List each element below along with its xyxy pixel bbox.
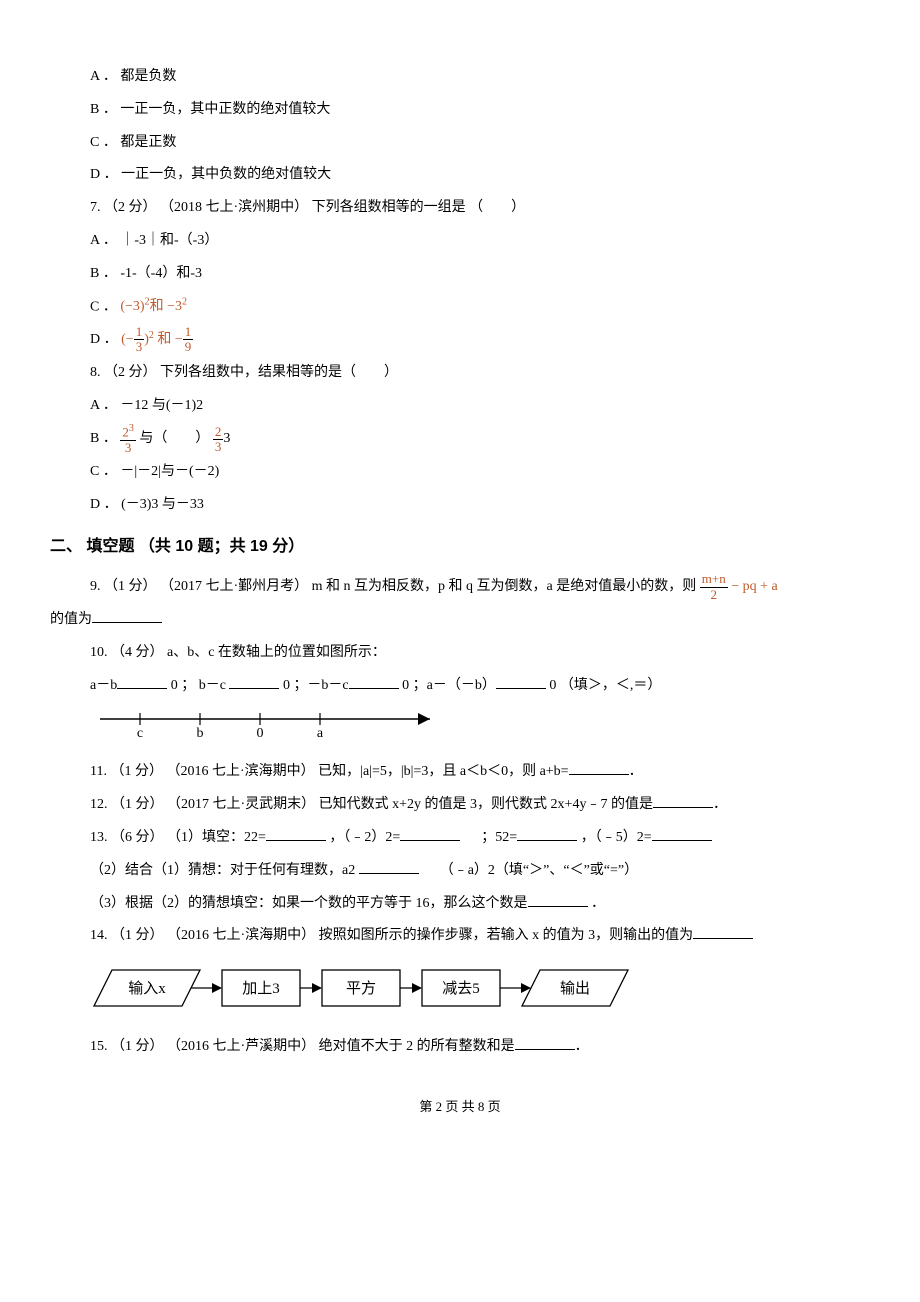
q9-post: − pq + a — [728, 579, 778, 594]
svg-text:输出: 输出 — [560, 980, 590, 997]
q6-choice-c: C ． 都是正数 — [50, 128, 870, 159]
q7-choice-a: A ． ｜-3｜和-（-3） — [50, 226, 870, 257]
q7c-mid: 和 −3 — [150, 299, 182, 314]
q13-blank4[interactable] — [652, 826, 712, 841]
q9-expr: m+n2 − pq + a — [700, 579, 778, 594]
q10-blank1[interactable] — [117, 674, 167, 689]
q13-c2: ． — [591, 896, 605, 911]
q14: 14. （1 分） （2016 七上·滨海期中） 按照如图所示的操作步骤，若输入… — [50, 921, 870, 952]
q13-b1: （2）结合（1）猜想：对于任何有理数，a2 — [90, 863, 359, 878]
q8b-frac1: 233 — [120, 432, 136, 447]
q7c-prefix: C ． — [90, 299, 117, 314]
q9-pre: 9. （1 分） （2017 七上·鄞州月考） m 和 n 互为相反数，p 和 … — [50, 579, 700, 594]
svg-text:输入x: 输入x — [128, 980, 166, 997]
q11-blank[interactable] — [569, 760, 629, 775]
q13-2: （2）结合（1）猜想：对于任何有理数，a2 （﹣a）2（填“＞”、“＜”或“=”… — [50, 856, 870, 887]
q13-blank3[interactable] — [517, 826, 577, 841]
svg-text:减去5: 减去5 — [442, 980, 480, 997]
q15-blank[interactable] — [515, 1035, 575, 1050]
q13-c1: （3）根据（2）的猜想填空：如果一个数的平方等于 16，那么这个数是 — [90, 896, 528, 911]
svg-text:b: b — [197, 726, 204, 741]
q15-tail: ． — [575, 1039, 589, 1054]
svg-text:平方: 平方 — [346, 980, 376, 997]
q7d-prefix: D ． — [90, 332, 118, 347]
q8b-prefix: B ． — [90, 432, 117, 447]
q13-a4: ，（﹣5）2= — [581, 830, 652, 845]
q12-tail: ． — [713, 797, 727, 812]
q11-text: 11. （1 分） （2016 七上·滨海期中） 已知，|a|=5，|b|=3，… — [90, 764, 569, 779]
q9-frac-den: 2 — [700, 588, 728, 602]
q13-a2: ，（﹣2）2= — [329, 830, 400, 845]
q9-tail-line: 的值为 — [50, 605, 870, 636]
q14-blank[interactable] — [693, 924, 753, 939]
q10-c: 0 ；－b－c — [283, 678, 349, 693]
q13-1: 13. （6 分） （1）填空：22= ，（﹣2）2= ；52= ，（﹣5）2= — [50, 823, 870, 854]
q10-stem: 10. （4 分） a、b、c 在数轴上的位置如图所示： — [50, 638, 870, 669]
q14-flowchart: 输入x 加上3 平方 减去5 输出 — [50, 962, 870, 1018]
q7d-math: (−13)2 和 −19 — [121, 332, 193, 347]
q10-a: a－b — [90, 678, 117, 693]
q15: 15. （1 分） （2016 七上·芦溪期中） 绝对值不大于 2 的所有整数和… — [50, 1032, 870, 1063]
svg-text:a: a — [317, 726, 324, 741]
section2-title: 二、 填空题 （共 10 题；共 19 分） — [50, 529, 870, 564]
q12: 12. （1 分） （2017 七上·灵武期末） 已知代数式 x+2y 的值是 … — [50, 790, 870, 821]
q7-choice-d: D ． (−13)2 和 −19 — [50, 325, 870, 356]
q11-tail: ． — [629, 764, 643, 779]
q12-blank[interactable] — [653, 793, 713, 808]
q6-choice-a: A ． 都是负数 — [50, 62, 870, 93]
q6-choice-b: B ． 一正一负，其中正数的绝对值较大 — [50, 95, 870, 126]
q7c-math: (−3)2和 −32 — [120, 299, 187, 314]
q8b-mid: 与（ ） — [139, 432, 209, 447]
q8-choice-d: D ． (－3)3 与－33 — [50, 490, 870, 521]
q14-text: 14. （1 分） （2016 七上·滨海期中） 按照如图所示的操作步骤，若输入… — [90, 928, 693, 943]
q8-choice-c: C ． －|－2|与－(－2) — [50, 457, 870, 488]
q13-blank1[interactable] — [266, 826, 326, 841]
page-footer: 第 2 页 共 8 页 — [50, 1093, 870, 1122]
q7-stem: 7. （2 分） （2018 七上·滨州期中） 下列各组数相等的一组是 （ ） — [50, 193, 870, 224]
q8b-frac2: 23 — [213, 432, 224, 447]
q10-b: 0 ； b－c — [171, 678, 230, 693]
q12-text: 12. （1 分） （2017 七上·灵武期末） 已知代数式 x+2y 的值是 … — [90, 797, 653, 812]
q13-blank5[interactable] — [359, 859, 419, 874]
q9-blank[interactable] — [92, 608, 162, 623]
q10-d: 0 ；a－（－b） — [402, 678, 496, 693]
q7-choice-c: C ． (−3)2和 −32 — [50, 292, 870, 323]
svg-text:c: c — [137, 726, 143, 741]
q9-tail: 的值为 — [50, 612, 92, 627]
q9: 9. （1 分） （2017 七上·鄞州月考） m 和 n 互为相反数，p 和 … — [50, 572, 870, 603]
q10-numberline: c b 0 a — [50, 707, 870, 747]
q13-3: （3）根据（2）的猜想填空：如果一个数的平方等于 16，那么这个数是 ． — [50, 889, 870, 920]
q8-choice-a: A ． －12 与(－1)2 — [50, 391, 870, 422]
q13-b2: （﹣a）2（填“＞”、“＜”或“=”） — [422, 863, 638, 878]
q13-blank6[interactable] — [528, 892, 588, 907]
q7c-base: (−3) — [120, 299, 144, 314]
q10-blank4[interactable] — [496, 674, 546, 689]
q8-stem: 8. （2 分） 下列各组数中，结果相等的是（ ） — [50, 358, 870, 389]
q13-a1: 13. （6 分） （1）填空：22= — [90, 830, 266, 845]
q13-blank2[interactable] — [400, 826, 460, 841]
q15-text: 15. （1 分） （2016 七上·芦溪期中） 绝对值不大于 2 的所有整数和… — [90, 1039, 515, 1054]
q8b-tail: 3 — [223, 432, 230, 447]
q9-frac-num: m+n — [700, 572, 728, 587]
q11: 11. （1 分） （2016 七上·滨海期中） 已知，|a|=5，|b|=3，… — [50, 757, 870, 788]
q6-choice-d: D ． 一正一负，其中负数的绝对值较大 — [50, 160, 870, 191]
q10-blank2[interactable] — [229, 674, 279, 689]
q10-fill-line: a－b 0 ； b－c 0 ；－b－c 0 ；a－（－b） 0 （填＞，＜,＝） — [50, 671, 870, 702]
q10-e: 0 （填＞，＜,＝） — [549, 678, 661, 693]
q7-choice-b: B ． -1-（-4）和-3 — [50, 259, 870, 290]
q10-blank3[interactable] — [349, 674, 399, 689]
q8-choice-b: B ． 233 与（ ） 233 — [50, 423, 870, 455]
q13-a3: ；52= — [464, 830, 517, 845]
svg-text:加上3: 加上3 — [242, 980, 280, 997]
svg-text:0: 0 — [257, 726, 264, 741]
